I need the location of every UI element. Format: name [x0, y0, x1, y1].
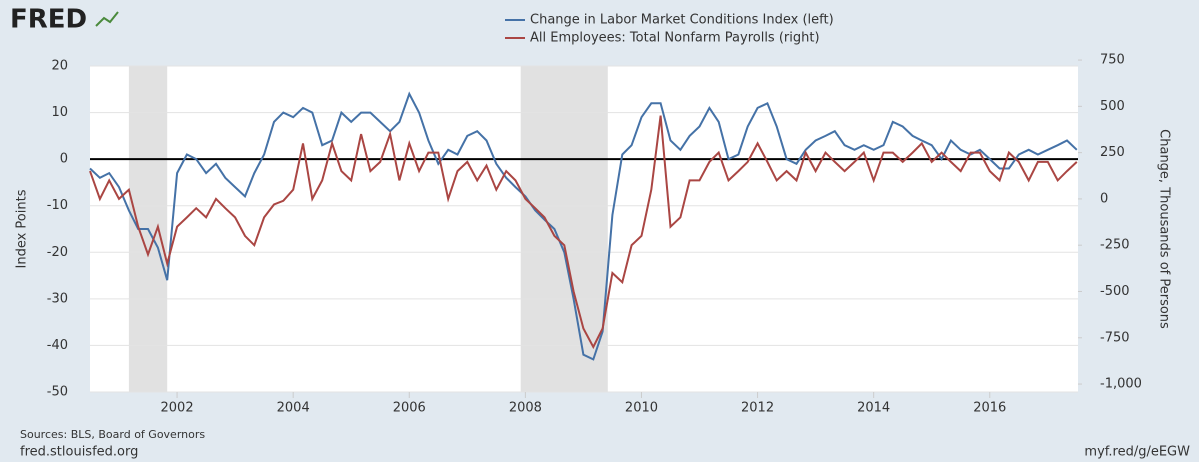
x-tick-label: 2004: [277, 401, 310, 416]
y2-tick-label: -500: [1100, 284, 1130, 299]
y-tick-label: -50: [47, 385, 68, 400]
legend-label: All Employees: Total Nonfarm Payrolls (r…: [530, 31, 820, 46]
y-tick-label: 10: [51, 105, 68, 120]
y-tick-label: -40: [47, 338, 68, 353]
y2-axis-label: Change, Thousands of Persons: [1157, 129, 1172, 329]
short-link: myf.red/g/eEGW: [1084, 445, 1190, 460]
x-tick-label: 2016: [973, 401, 1006, 416]
logo-icon: [95, 11, 119, 27]
x-tick-label: 2012: [741, 401, 774, 416]
series-line: [89, 115, 1078, 350]
y-axis-label: Index Points: [15, 189, 30, 268]
legend-label: Change in Labor Market Conditions Index …: [530, 13, 834, 28]
x-tick-label: 2008: [509, 401, 542, 416]
y2-tick-label: 500: [1100, 99, 1125, 114]
series-line: [89, 91, 1078, 361]
x-tick-label: 2002: [161, 401, 194, 416]
y2-tick-label: 750: [1100, 53, 1125, 68]
y-tick-label: -30: [47, 291, 68, 306]
site: fred.stlouisfed.org: [20, 445, 138, 460]
x-tick-label: 2014: [857, 401, 890, 416]
y2-tick-label: -250: [1100, 238, 1130, 253]
y2-tick-label: 0: [1100, 191, 1108, 206]
brand-logo: FRED: [10, 5, 87, 35]
y2-tick-label: -1,000: [1100, 377, 1142, 392]
y-tick-label: 0: [60, 152, 68, 167]
x-tick-label: 2006: [393, 401, 426, 416]
sources: Sources: BLS, Board of Governors: [20, 428, 205, 441]
y-tick-label: -20: [47, 245, 68, 260]
recession-band: [520, 66, 608, 392]
y2-tick-label: 250: [1100, 145, 1125, 160]
y-tick-label: 20: [51, 59, 68, 74]
x-tick-label: 2010: [625, 401, 658, 416]
y-tick-label: -10: [47, 198, 68, 213]
y2-tick-label: -750: [1100, 330, 1130, 345]
